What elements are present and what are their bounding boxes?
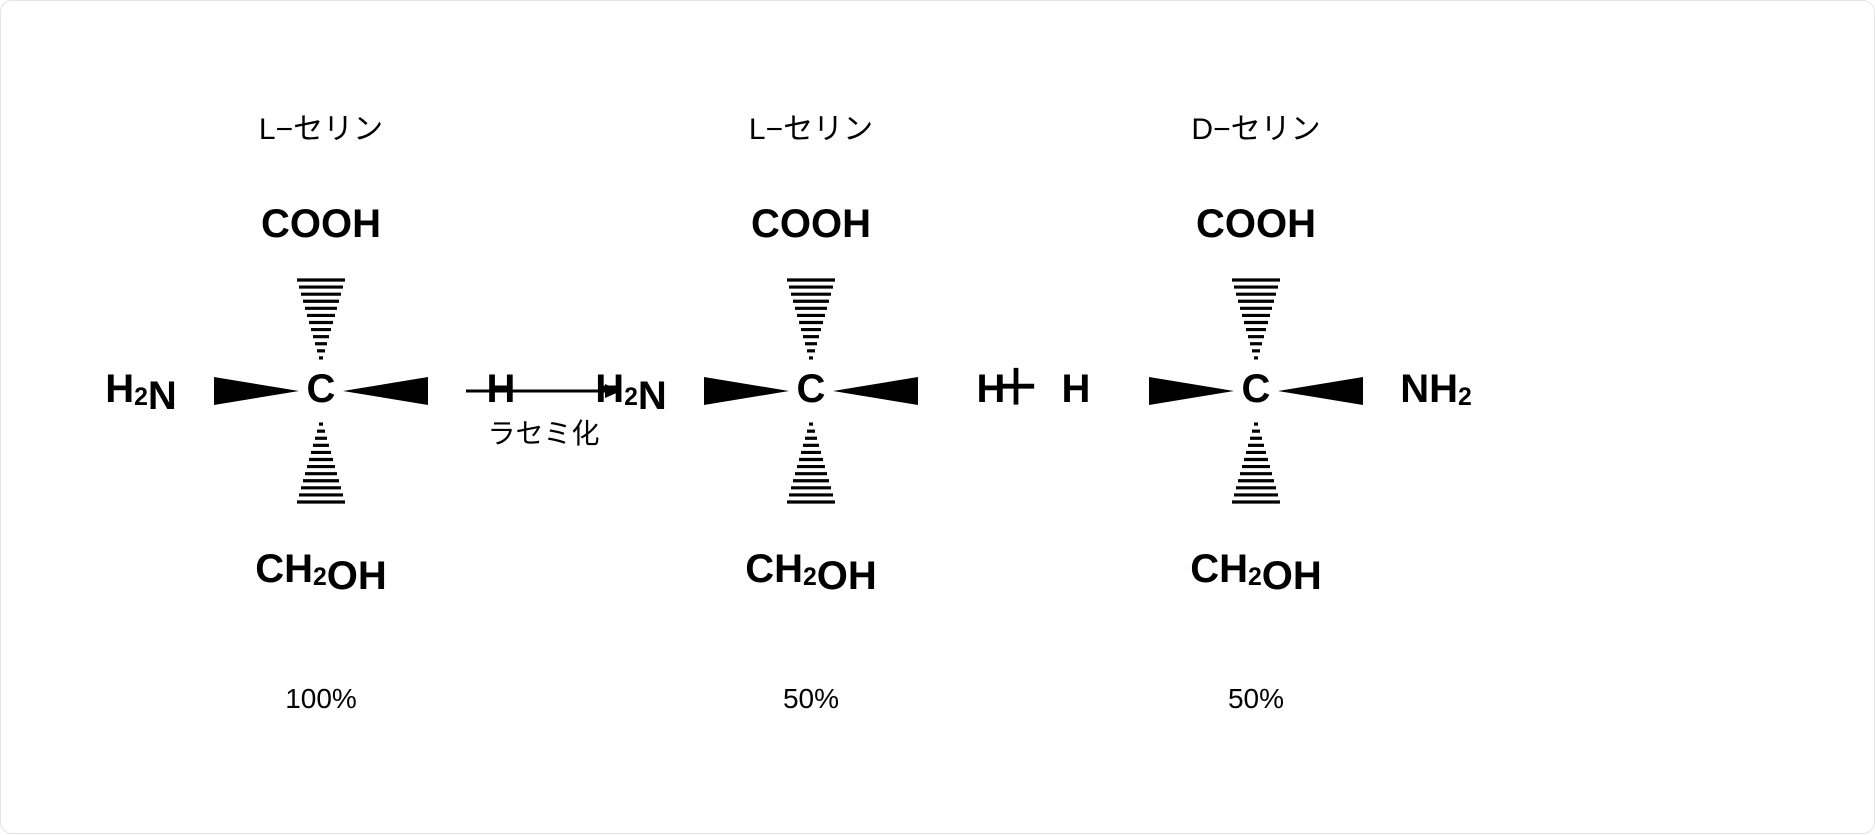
molecule-1: L−セリンCCOOHCH2OHH2NH50% (595, 113, 1005, 714)
hashed-bond (787, 280, 835, 358)
top-group: COOH (261, 202, 381, 246)
racemization-diagram: L−セリンCCOOHCH2OHH2NH100%L−セリンCCOOHCH2OHH2… (1, 1, 1875, 835)
plus-symbol: ＋ (992, 362, 1040, 415)
top-group: COOH (751, 202, 871, 246)
molecule-2: D−セリン C COOH CH2OH H NH2 50% (1062, 113, 1472, 714)
molecule-title: L−セリン (749, 113, 873, 146)
molecule-0: L−セリン C COOH CH2OH H2N H 100% (105, 113, 515, 714)
molecule-title: L−セリン (259, 113, 383, 146)
center-atom: C (797, 367, 826, 411)
bottom-group: CH2OH (1190, 547, 1322, 598)
top-group: COOH (1196, 202, 1316, 246)
molecule-title: D−セリン (1191, 113, 1320, 146)
wedge-bond (1278, 377, 1363, 405)
wedge-bond (704, 377, 789, 405)
percentage-label: 100% (285, 683, 357, 714)
hashed-bond (1232, 424, 1280, 502)
arrow-label: ラセミ化 (487, 418, 599, 449)
wedge-bond (343, 377, 428, 405)
wedge-bond (1149, 377, 1234, 405)
left-group: H2N (105, 367, 177, 418)
wedge-bond (214, 377, 299, 405)
percentage-label: 50% (783, 683, 839, 714)
percentage-label: 50% (1228, 683, 1284, 714)
hashed-bond (297, 424, 345, 502)
hashed-bond (1232, 280, 1280, 358)
hashed-bond (297, 280, 345, 358)
bottom-group: CH2OH (255, 547, 387, 598)
center-atom: C (307, 367, 336, 411)
left-group: H (1062, 367, 1091, 411)
right-group: NH2 (1400, 367, 1472, 411)
center-atom: C (1242, 367, 1271, 411)
hashed-bond (787, 424, 835, 502)
bottom-group: CH2OH (745, 547, 877, 598)
right-group: H (487, 367, 516, 411)
wedge-bond (833, 377, 918, 405)
